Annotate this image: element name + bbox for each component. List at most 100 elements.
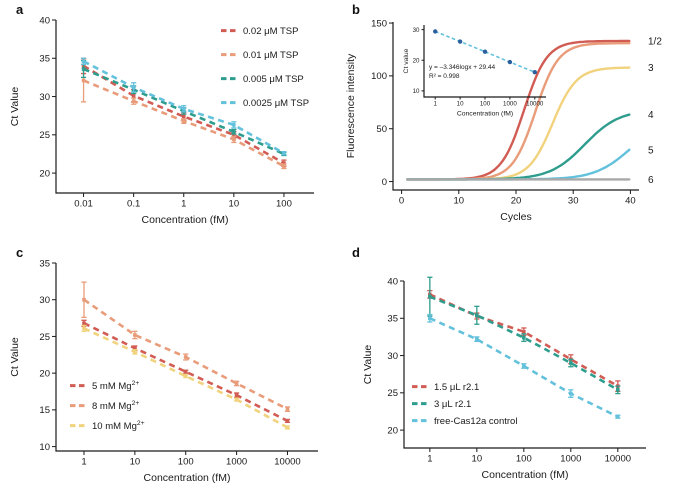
legend-item: 0.005 μM TSP: [221, 74, 304, 85]
data-point: [282, 164, 286, 169]
legend-label: 5 mM Mg2+: [92, 380, 139, 392]
data-point: [234, 393, 239, 397]
y-tick-label: 10: [39, 442, 50, 453]
chart-a: 0.01 0.1 1 10 100 20 25 30 35 40 Concentration (fM…: [9, 15, 314, 226]
data-point: [181, 114, 186, 119]
legend-item: free-Cas12a control: [412, 416, 517, 427]
inset-data-point: [532, 69, 537, 75]
x-tick-label: 10: [229, 199, 240, 210]
series-line: [83, 327, 289, 429]
x-axis-label: Concentration (fM): [482, 469, 569, 481]
axes-frame: [403, 281, 646, 449]
y-tick-label: 35: [39, 54, 50, 65]
data-point: [232, 133, 236, 137]
data-point: [285, 419, 290, 423]
inset-data-point: [482, 49, 488, 54]
data-point: [82, 326, 86, 331]
r-squared-text: R² = 0.998: [429, 73, 460, 80]
inset-chart: 1 10 100 1000 10000 10 20 30 Concentration (fM) C…: [403, 25, 546, 118]
y-tick-label: 40: [39, 15, 50, 26]
data-point: [181, 106, 186, 111]
x-tick-label: 20: [511, 196, 522, 207]
y-tick-label: 40: [387, 276, 398, 287]
curve-label: 1/2: [648, 37, 662, 48]
data-point: [81, 78, 86, 83]
legend-item: 10 mM Mg2+: [70, 420, 145, 432]
chart-d: 1 10 100 1000 10000 20 25 30 35 40 Concentration (…: [362, 276, 646, 481]
x-tick-label: 40: [625, 196, 636, 207]
chart-b: 0 10 20 30 40 0 50 100 150 Cycles Fluorescence int…: [345, 18, 662, 223]
data-point: [616, 388, 620, 392]
x-tick-label: 30: [568, 196, 579, 207]
curve-label: 4: [648, 110, 654, 121]
y-tick-label: 20: [413, 57, 420, 64]
x-tick-label: 1: [81, 457, 86, 468]
legend-label: 1.5 μL r2.1: [434, 382, 479, 393]
y-axis-label: Ct Value: [9, 87, 21, 127]
legend-item: 0.0025 μM TSP: [221, 98, 309, 109]
data-point: [232, 137, 236, 142]
chart-c: 1 10 100 1000 10000 10 15 20 25 30 35 Concentration…: [9, 258, 318, 484]
y-tick-label: 30: [39, 295, 50, 306]
data-point: [428, 294, 432, 299]
inset-data-point: [433, 29, 438, 34]
data-point: [282, 151, 286, 155]
data-point: [131, 93, 136, 98]
y-tick-label: 100: [371, 71, 387, 82]
chart-b: 0 10 20 30 40 0 50 100 150 Cycles Fluorescence int…: [345, 18, 662, 223]
y-tick-label: 150: [371, 18, 387, 29]
data-point: [183, 374, 188, 378]
x-tick-label: 100: [178, 457, 194, 468]
legend-item: 3 μL r2.1: [412, 399, 471, 410]
y-tick-label: 10: [413, 88, 420, 95]
curve-label: 6: [648, 175, 654, 186]
legend-item: 0.02 μM TSP: [221, 26, 298, 37]
x-tick-label: 0.01: [74, 199, 93, 210]
axes-frame: [55, 20, 314, 194]
equation-text: y = –3.346logx + 29.44: [429, 64, 496, 71]
y-axis-label: Fluorescence intensity: [345, 53, 357, 158]
legend-item: 0.01 μM TSP: [221, 50, 298, 61]
y-tick-label: 30: [413, 27, 420, 34]
y-tick-label: 20: [39, 368, 50, 379]
y-tick-label: 15: [39, 405, 50, 416]
chart-d: 1 10 100 1000 10000 20 25 30 35 40 Concentration (…: [362, 276, 646, 481]
chart-a: 0.01 0.1 1 10 100 20 25 30 35 40 Concentration (fM…: [9, 15, 314, 226]
data-point: [81, 59, 86, 64]
data-point: [569, 391, 573, 396]
x-tick-label: 1000: [226, 457, 247, 468]
series-line: [429, 295, 619, 391]
y-tick-label: 0: [382, 177, 387, 188]
data-point: [81, 67, 86, 71]
axes-frame: [55, 263, 318, 452]
data-point: [522, 329, 526, 334]
y-tick-label: 30: [387, 351, 398, 362]
data-point: [234, 397, 239, 402]
legend-item: 1.5 μL r2.1: [412, 382, 479, 393]
legend-label: 3 μL r2.1: [434, 399, 471, 410]
data-point: [183, 355, 188, 359]
panel-letter-a: a: [16, 2, 24, 17]
legend-label: free-Cas12a control: [434, 416, 517, 427]
x-tick-label: 100: [276, 199, 292, 210]
inset-data-point: [507, 59, 513, 65]
y-axis-label: Ct value: [403, 48, 410, 73]
data-point: [183, 369, 188, 374]
legend-label: 0.005 μM TSP: [243, 74, 304, 85]
data-point: [475, 337, 479, 341]
y-axis-label: Ct Value: [362, 345, 374, 385]
data-point: [232, 123, 236, 127]
y-tick-label: 25: [39, 332, 50, 343]
x-tick-label: 10: [130, 457, 141, 468]
panel-letter-c: c: [16, 245, 24, 260]
legend-label: 8 mM Mg2+: [92, 400, 139, 412]
y-tick-label: 20: [387, 425, 398, 436]
y-tick-label: 30: [39, 92, 50, 103]
data-point: [133, 346, 137, 350]
x-tick-label: 1: [427, 454, 432, 465]
panel-letter-b: b: [352, 2, 360, 17]
y-axis-label: Ct Value: [9, 337, 21, 377]
y-tick-label: 35: [387, 314, 398, 325]
data-point: [282, 161, 286, 165]
